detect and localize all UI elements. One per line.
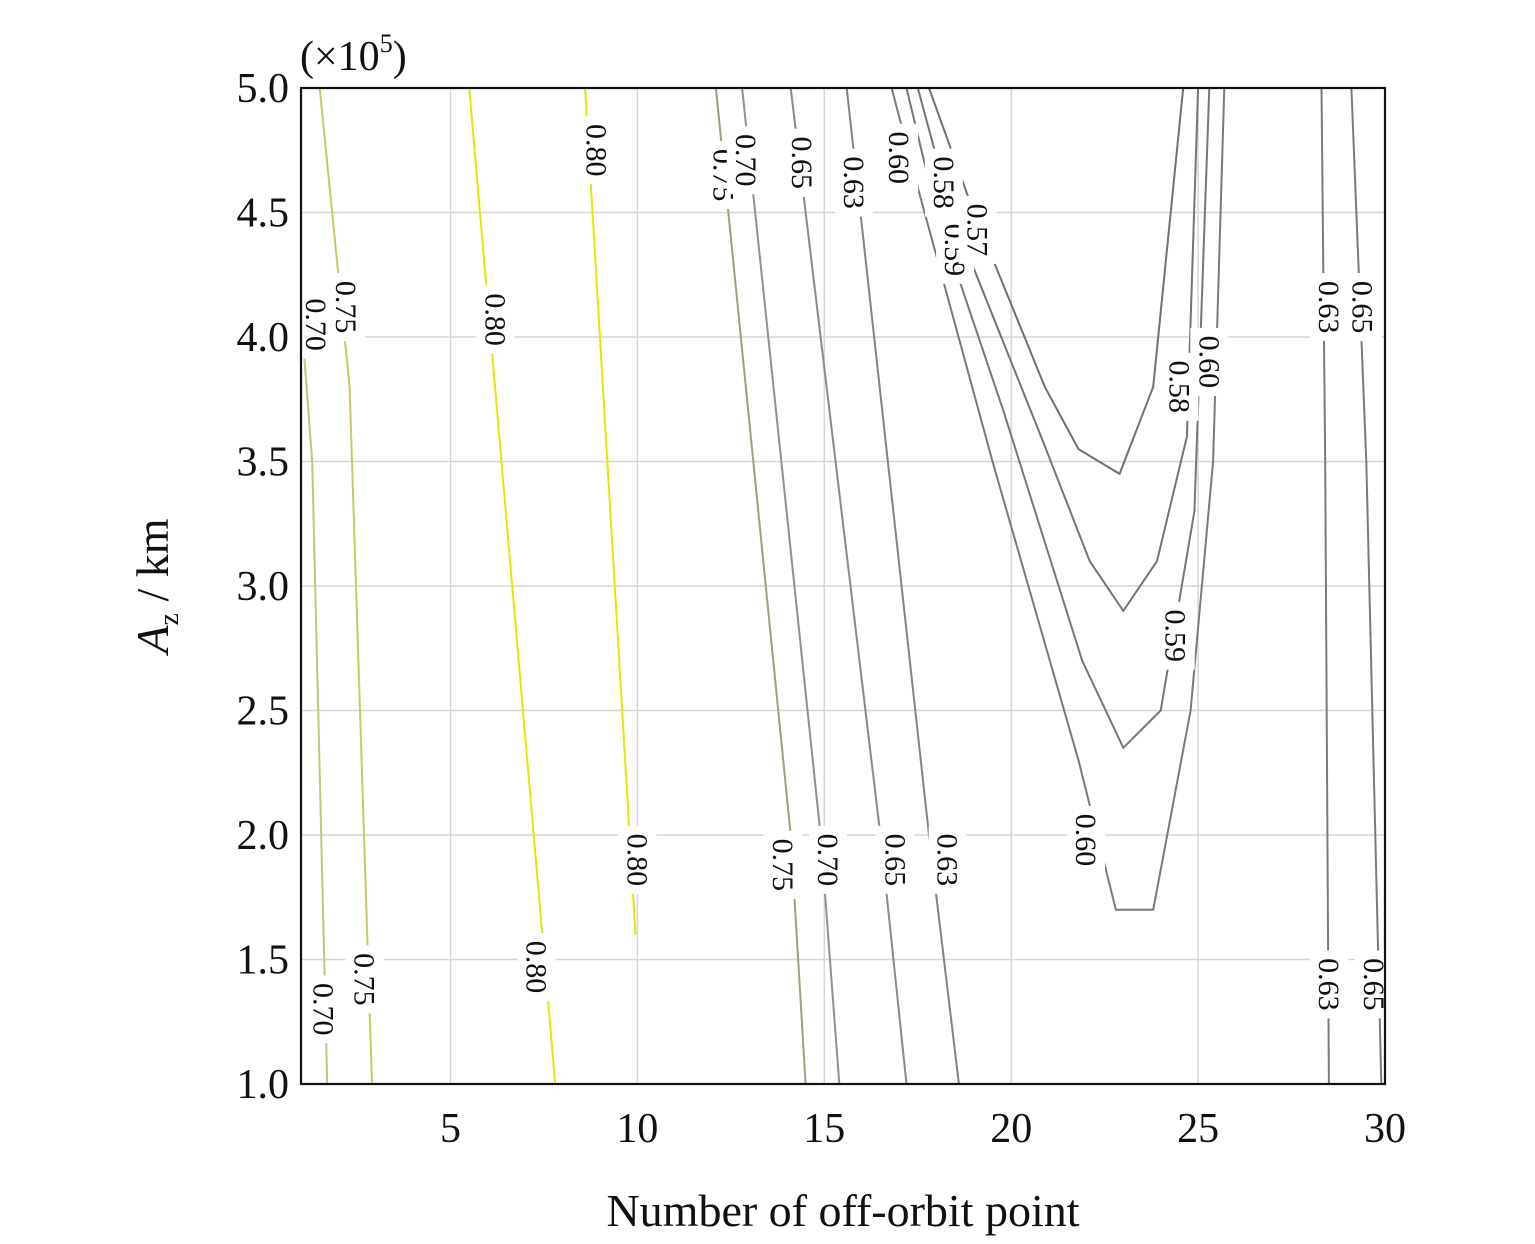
contour-label: 0.65 (782, 128, 821, 197)
y-tick-label: 1.0 (237, 1062, 290, 1108)
svg-text:0.63: 0.63 (837, 156, 870, 209)
svg-text:0.65: 0.65 (785, 136, 818, 189)
contour-label: 0.75 (764, 830, 803, 899)
svg-text:0.80: 0.80 (620, 834, 653, 887)
svg-text:0.58: 0.58 (1162, 361, 1195, 414)
svg-text:0.58: 0.58 (927, 156, 960, 209)
svg-text:0.80: 0.80 (520, 941, 553, 994)
svg-text:0.57: 0.57 (961, 204, 994, 257)
contour-label: 0.80 (577, 116, 616, 185)
contour-label: 0.63 (1309, 950, 1348, 1019)
contour-line-0.63 (1320, 87, 1330, 1085)
svg-text:0.65: 0.65 (1346, 281, 1379, 334)
svg-text:0.60: 0.60 (1069, 814, 1102, 867)
y-tick-label: 1.5 (237, 938, 290, 984)
y-tick-label: 3.5 (237, 440, 290, 486)
contour-label: 0.63 (928, 825, 967, 894)
svg-text:0.63: 0.63 (1312, 958, 1345, 1011)
svg-text:0.59: 0.59 (1159, 610, 1192, 663)
x-tick-label: 30 (1364, 1106, 1406, 1152)
contour-line-0.65 (1350, 87, 1383, 1085)
svg-text:0.75: 0.75 (766, 839, 799, 892)
contour-label: 0.58 (1160, 352, 1199, 421)
contour-line-0.80 (584, 87, 637, 935)
y-tick-label: 4.5 (237, 191, 290, 237)
contour-label: 0.75 (345, 945, 384, 1014)
y-axis-label-unit: / km (127, 518, 178, 613)
svg-text:0.70: 0.70 (306, 983, 339, 1036)
plot-frame (299, 86, 1387, 1086)
svg-text:0.70: 0.70 (729, 134, 762, 187)
contour-line-0.75 (318, 87, 373, 1085)
svg-text:0.80: 0.80 (579, 124, 612, 177)
y-tick-label: 2.0 (237, 813, 290, 859)
contour-label: 0.65 (876, 825, 915, 894)
contour-label: 0.63 (1309, 273, 1348, 342)
contour-label: 0.58 (924, 148, 963, 217)
grid-lines (301, 87, 1386, 1085)
svg-text:0.63: 0.63 (1312, 281, 1345, 334)
svg-text:0.75: 0.75 (348, 953, 381, 1006)
contour-label: 0.60 (1190, 327, 1229, 396)
y-axis-label: Az / km (127, 518, 185, 656)
contour-line-0.80 (468, 87, 557, 1085)
contour-label: 0.70 (726, 126, 765, 195)
x-axis-label: Number of off-orbit point (606, 1185, 1079, 1236)
y-multiplier: (×105) (300, 29, 407, 80)
contour-label: 0.65 (1354, 950, 1393, 1019)
svg-text:Az / km: Az / km (127, 518, 185, 656)
svg-text:0.60: 0.60 (882, 131, 915, 184)
contour-label: 0.65 (1343, 273, 1382, 342)
contour-label: 0.80 (476, 285, 515, 354)
contour-label: 0.57 (958, 195, 997, 264)
y-tick-label: 5.0 (237, 66, 290, 112)
svg-text:0.70: 0.70 (811, 834, 844, 887)
x-tick-labels: 5 10 15 20 25 30 (440, 1106, 1406, 1152)
svg-text:0.70: 0.70 (299, 298, 332, 351)
contour-label: 0.70 (297, 290, 335, 359)
contour-label: 0.63 (835, 148, 874, 217)
x-tick-label: 10 (616, 1106, 658, 1152)
y-tick-label: 4.0 (237, 315, 290, 361)
svg-text:0.63: 0.63 (931, 834, 964, 887)
y-tick-label: 3.0 (237, 564, 290, 610)
y-axis-label-sub: z (154, 613, 185, 625)
contour-label: 0.80 (517, 933, 556, 1001)
contour-label: 0.60 (880, 123, 919, 192)
contour-labels: 0.700.700.750.750.800.800.800.800.750.75… (297, 116, 1393, 1044)
x-tick-label: 20 (990, 1106, 1032, 1152)
y-tick-label: 2.5 (237, 689, 290, 735)
contour-label: 0.70 (809, 825, 847, 894)
x-tick-label: 15 (803, 1106, 845, 1152)
svg-text:0.80: 0.80 (478, 293, 511, 346)
x-tick-label: 25 (1177, 1106, 1219, 1152)
contour-label: 0.80 (618, 825, 657, 894)
contour-label: 0.60 (1067, 806, 1105, 874)
y-tick-labels: 1.0 1.5 2.0 2.5 3.0 3.5 4.0 4.5 5.0 (237, 66, 290, 1108)
contour-label: 0.59 (1156, 601, 1195, 670)
svg-text:0.75: 0.75 (329, 281, 362, 334)
x-tick-label: 5 (440, 1106, 461, 1152)
svg-text:0.65: 0.65 (878, 834, 911, 887)
contour-label: 0.70 (304, 975, 343, 1044)
y-axis-label-main: A (127, 625, 178, 657)
contour-line-0.70 (300, 312, 329, 1085)
contour-label: 0.75 (326, 273, 365, 342)
